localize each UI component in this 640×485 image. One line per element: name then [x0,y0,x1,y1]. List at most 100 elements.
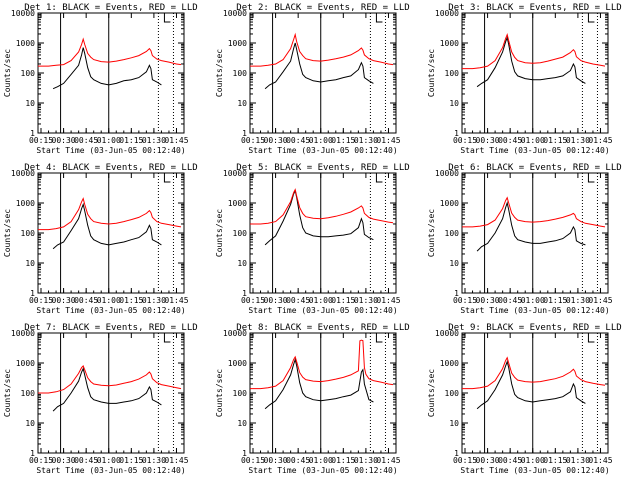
panel-7-xtick-label: 00:15 [29,456,53,465]
panel-9-ytick-label: 1000 [440,359,459,368]
panel-2-xtick-label: 01:15 [331,136,355,145]
panel-9-xlabel: Start Time (03-Jun-05 00:12:40) [460,466,609,475]
panel-2-xtick-label: 00:15 [241,136,265,145]
panel-1-ylabel: Counts/sec [3,49,12,97]
panel-1-xtick-label: 01:30 [142,136,166,145]
panel-3-ytick-label: 10000 [435,9,459,18]
panel-1-ytick-label: 10 [25,99,35,108]
panel-5-series-lld-line [250,188,394,225]
panel-1-xtick-label: 00:30 [52,136,76,145]
panel-7-bracket-marker [163,333,171,343]
panel-6-xtick-label: 00:45 [498,296,522,305]
panel-5-xtick-label: 01:30 [354,296,378,305]
panel-7-ytick-label: 1 [30,449,35,458]
panel-1-ytick-label: 1 [30,129,35,138]
panel-5-xtick-label: 01:00 [309,296,333,305]
panel-2-xtick-label: 01:30 [354,136,378,145]
panel-8-title: Det 8: BLACK = Events, RED = LLD [236,323,409,333]
panel-9-xtick-label: 01:30 [566,456,590,465]
panel-7-ylabel: Counts/sec [3,369,12,417]
panel-6-ytick-label: 1 [454,289,459,298]
panel-5-xtick-label: 00:30 [264,296,288,305]
panel-9-series-lld-line [462,356,606,390]
panel-4-ytick-label: 10 [25,259,35,268]
panel-2-frame [249,12,397,134]
panel-6-xtick-label: 00:15 [453,296,477,305]
panel-7-ytick-label: 10000 [11,329,35,338]
panel-1-ytick-label: 100 [21,69,36,78]
panel-1-xtick-label: 01:00 [97,136,121,145]
panel-3-series-events-line [476,35,586,88]
panel-5-ytick-label: 10000 [223,169,247,178]
panel-5-ytick-label: 10 [237,259,247,268]
panel-2-xlabel: Start Time (03-Jun-05 00:12:40) [248,146,397,155]
panel-7-xtick-label: 00:45 [74,456,98,465]
panel-2-ytick-label: 1 [242,129,247,138]
panel-5-xtick-label: 00:15 [241,296,265,305]
panel-4-ylabel: Counts/sec [3,209,12,257]
panel-4-xtick-label: 01:30 [142,296,166,305]
panel-8-xtick-label: 00:30 [264,456,288,465]
panel-4-ytick-label: 1000 [16,199,35,208]
panel-6-series-events-line [476,201,586,252]
panel-4-xtick-label: 00:45 [74,296,98,305]
panel-3-ylabel: Counts/sec [427,49,436,97]
panel-6-ylabel: Counts/sec [427,209,436,257]
panel-5-xtick-label: 01:15 [331,296,355,305]
panel-3-ytick-label: 1000 [440,39,459,48]
panel-4-xtick-label: 00:30 [52,296,76,305]
panel-3-frame [461,12,609,134]
panel-7-title: Det 7: BLACK = Events, RED = LLD [24,323,197,333]
panel-6-xtick-label: 00:30 [476,296,500,305]
panel-4-series-events-line [52,202,162,250]
panel-6-xtick-label: 01:00 [521,296,545,305]
panel-6-xtick-label: 01:45 [588,296,612,305]
panel-6-title: Det 6: BLACK = Events, RED = LLD [448,163,621,173]
panel-3-title: Det 3: BLACK = Events, RED = LLD [448,3,621,13]
panel-4-bracket-marker [163,173,171,183]
panel-7-series-lld-line [38,364,182,394]
panel-7-ytick-label: 10 [25,419,35,428]
panel-6-ytick-label: 1000 [440,199,459,208]
panel-4-ytick-label: 100 [21,229,36,238]
panel-6-frame [461,172,609,294]
panel-6-ytick-label: 10000 [435,169,459,178]
panel-1-xtick-label: 01:45 [164,136,188,145]
panel-4-frame [37,172,185,294]
panel-4-xtick-label: 01:15 [119,296,143,305]
panel-3-ytick-label: 1 [454,129,459,138]
panel-1-frame [37,12,185,134]
panel-4-xtick-label: 01:45 [164,296,188,305]
panel-4-xtick-label: 01:00 [97,296,121,305]
panel-8-ytick-label: 1 [242,449,247,458]
panel-3-xtick-label: 00:30 [476,136,500,145]
panel-3-xtick-label: 01:45 [588,136,612,145]
panel-9-frame [461,332,609,454]
panel-2-ylabel: Counts/sec [215,49,224,97]
panel-8-ytick-label: 1000 [228,359,247,368]
panel-9-ytick-label: 1 [454,449,459,458]
panel-5-xtick-label: 00:45 [286,296,310,305]
panel-2-xtick-label: 01:00 [309,136,333,145]
panel-2-ytick-label: 10000 [223,9,247,18]
panel-9-xtick-label: 00:30 [476,456,500,465]
panel-2-ytick-label: 10 [237,99,247,108]
panel-3-bracket-marker [587,13,595,23]
panel-5-bracket-marker [375,173,383,183]
panel-1-xtick-label: 00:15 [29,136,53,145]
panel-7-xtick-label: 01:15 [119,456,143,465]
panel-5-series-events-line [264,189,374,246]
panel-8-ytick-label: 100 [233,389,248,398]
panel-7-frame [37,332,185,454]
panel-9-title: Det 9: BLACK = Events, RED = LLD [448,323,621,333]
panel-2-title: Det 2: BLACK = Events, RED = LLD [236,3,409,13]
panel-7-xtick-label: 01:30 [142,456,166,465]
panel-3-series-lld-line [462,32,606,70]
panel-1-title: Det 1: BLACK = Events, RED = LLD [24,3,197,13]
panel-4-ytick-label: 1 [30,289,35,298]
panel-1-ytick-label: 10000 [11,9,35,18]
panel-1-series-events-line [52,47,162,90]
panel-9-xtick-label: 01:15 [543,456,567,465]
panel-8-xtick-label: 00:45 [286,456,310,465]
